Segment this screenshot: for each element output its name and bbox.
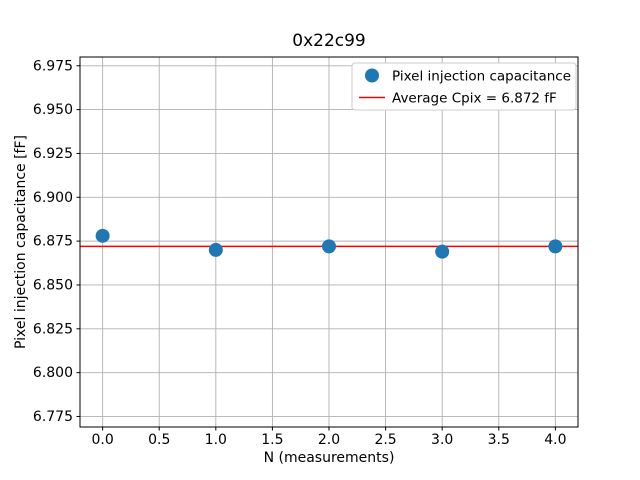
y-tick-label: 6.875	[33, 234, 73, 250]
legend-label: Average Cpix = 6.872 fF	[392, 91, 557, 107]
chart-title: 0x22c99	[292, 31, 366, 51]
data-point	[322, 239, 336, 254]
x-tick-label: 4.0	[544, 432, 566, 448]
x-tick-label: 1.5	[261, 432, 283, 448]
data-series-layer	[80, 228, 578, 259]
y-tick-label: 6.825	[33, 321, 73, 337]
x-tick-label: 2.0	[318, 432, 340, 448]
data-point	[435, 244, 450, 259]
tick-layer: 0.0 0.5 1.0 1.5 2.0 2.5 3.0 3.5 4.0 6.775 6.800 6.8…	[33, 58, 567, 448]
y-tick-label: 6.925	[33, 146, 73, 162]
legend-marker-scatter	[365, 68, 379, 83]
x-tick-label: 2.5	[374, 432, 396, 448]
x-tick-label: 3.0	[431, 432, 453, 448]
data-point	[95, 228, 110, 243]
y-tick-label: 6.950	[33, 102, 73, 118]
x-axis-label: N (measurements)	[264, 450, 395, 466]
y-tick-label: 6.850	[33, 277, 73, 293]
legend-label: Pixel injection capacitance	[392, 69, 571, 85]
x-tick-label: 0.0	[92, 432, 114, 448]
y-tick-label: 6.800	[33, 365, 73, 381]
legend-box	[351, 62, 577, 111]
y-tick-label: 6.775	[33, 409, 73, 425]
x-tick-label: 0.5	[148, 432, 170, 448]
x-tick-label: 3.5	[488, 432, 510, 448]
data-point	[208, 242, 223, 257]
y-tick-label: 6.975	[33, 58, 73, 74]
data-point	[548, 239, 563, 254]
y-tick-label: 6.900	[33, 190, 73, 206]
x-tick-label: 1.0	[205, 432, 227, 448]
y-axis-label: Pixel injection capacitance [fF]	[13, 135, 29, 349]
legend: Pixel injection capacitance Average Cpix …	[351, 62, 577, 111]
